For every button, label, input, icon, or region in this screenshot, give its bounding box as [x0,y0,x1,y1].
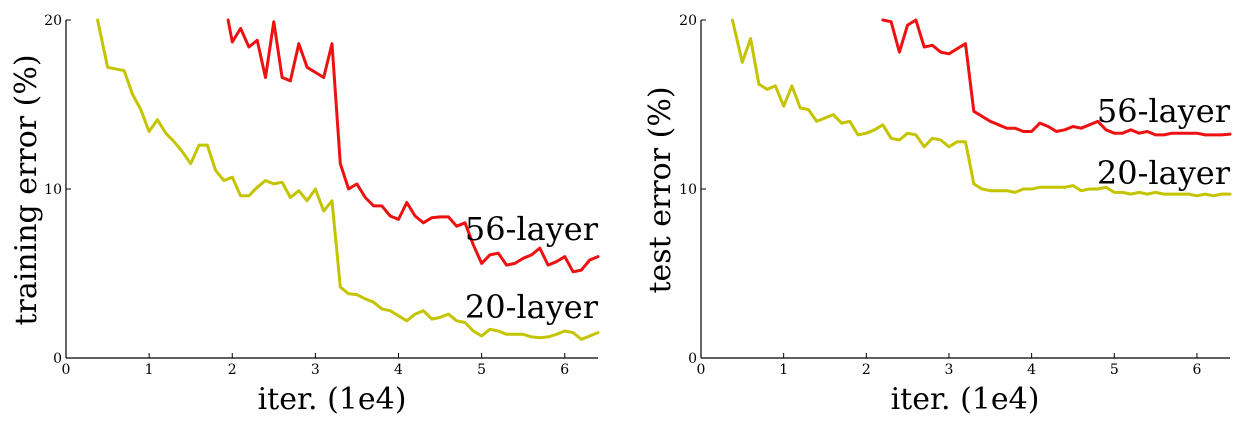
series-label-20-layer: 20-layer [465,288,599,326]
x-tick-label: 5 [1110,362,1119,378]
y-axis-title: test error (%) [643,86,678,293]
x-tick-label: 4 [1027,362,1036,378]
chart-panel-2: 0 1 2 3 4 5 6 0 10 20 test error (%) iter. (1e4) 56-… [643,13,1232,417]
y-tick-label: 10 [44,182,62,198]
x-tick-label: 6 [1192,362,1201,378]
x-tick-label: 3 [311,362,320,378]
series-label-56-layer: 56-layer [465,210,599,248]
x-tick-label: 3 [945,362,954,378]
x-tick-label: 0 [62,362,71,378]
y-tick-label: 20 [679,13,697,29]
x-tick-label: 0 [697,362,706,378]
series-line-56-layer [226,18,600,274]
x-tick-label: 4 [394,362,403,378]
x-tick-label: 5 [477,362,486,378]
x-axis-title: iter. (1e4) [891,382,1040,417]
y-tick-label: 10 [679,182,697,198]
series-line-20-layer [730,18,1232,198]
y-axis-title: training error (%) [9,54,44,325]
x-axis-title: iter. (1e4) [258,382,407,417]
x-tick-label: 1 [779,362,788,378]
chart-panel-1: 0 1 2 3 4 5 6 0 10 20 training error (%) iter. (1e4… [9,13,600,417]
y-tick-label: 0 [53,351,62,367]
x-tick-label: 1 [145,362,154,378]
series-label-20-layer: 20-layer [1097,154,1231,192]
series-line-20-layer [96,18,600,341]
series-line-56-layer [881,18,1232,137]
x-tick-label: 2 [228,362,237,378]
x-tick-label: 2 [862,362,871,378]
x-tick-label: 6 [560,362,569,378]
series-label-56-layer: 56-layer [1097,92,1231,130]
y-tick-label: 0 [688,351,697,367]
y-tick-label: 20 [44,13,62,29]
